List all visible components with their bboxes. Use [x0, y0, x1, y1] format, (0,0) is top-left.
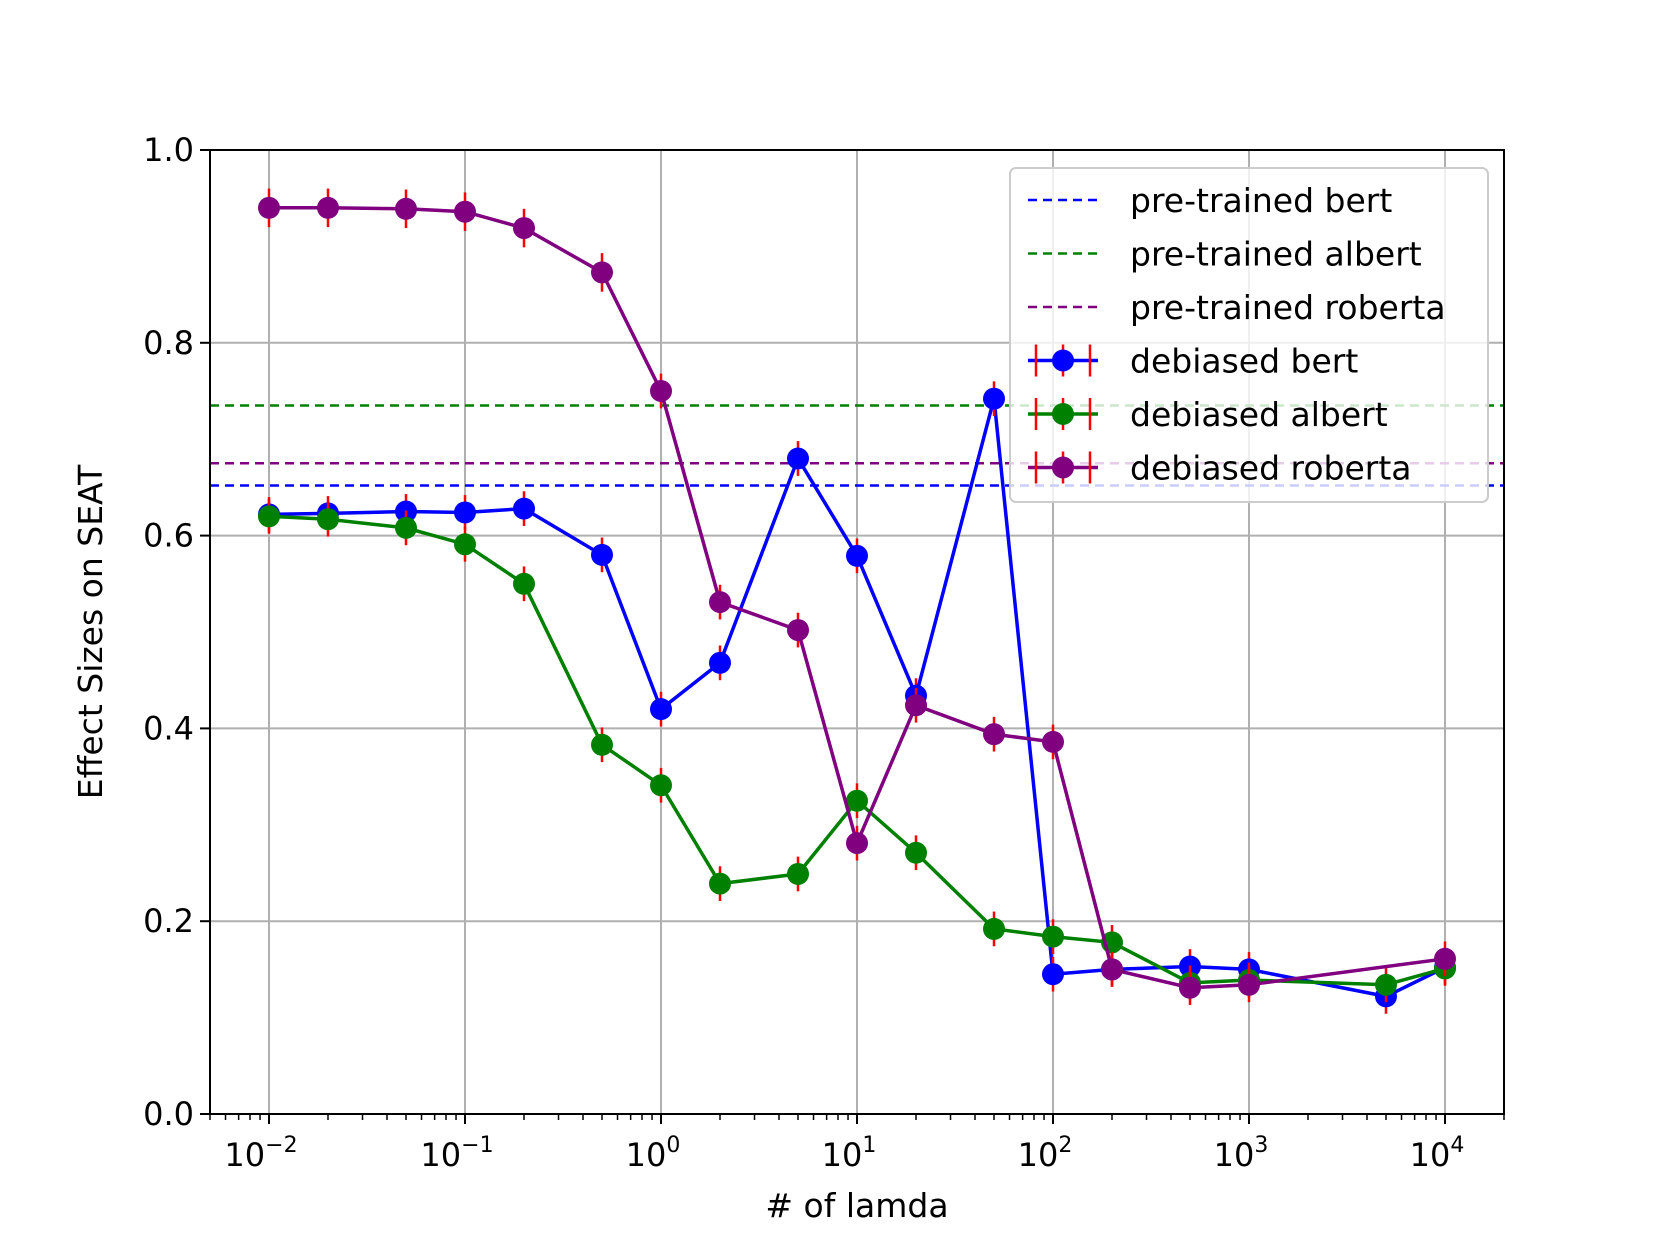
reference-lines	[210, 404, 1504, 487]
data-point	[650, 774, 673, 797]
y-tick-label: 0.6	[143, 517, 194, 555]
x-tick-label: 10−2	[224, 1133, 297, 1174]
data-point	[317, 508, 340, 531]
data-point	[590, 261, 613, 284]
data-point	[513, 572, 536, 595]
x-tick-label: 101	[822, 1133, 877, 1174]
legend-label: pre-trained albert	[1130, 235, 1422, 274]
data-point	[1101, 958, 1124, 981]
data-point	[317, 196, 340, 219]
data-point	[709, 591, 732, 614]
data-point	[905, 841, 928, 864]
data-point	[454, 200, 477, 223]
y-tick-label: 0.2	[143, 902, 194, 940]
legend-label: debiased roberta	[1130, 449, 1412, 488]
legend-label: debiased bert	[1130, 342, 1358, 381]
data-point	[1041, 730, 1064, 753]
data-point	[394, 197, 417, 220]
legend-label: pre-trained roberta	[1130, 288, 1446, 327]
data-point	[650, 380, 673, 402]
legend-label: pre-trained bert	[1130, 181, 1392, 220]
x-tick-label: 103	[1214, 1133, 1269, 1174]
ticks: 0.0 0.2 0.4 0.6 0.8 1.0 10−2 10−1 100 101 102 103 10…	[143, 131, 1505, 1174]
data-point	[786, 862, 809, 885]
legend-marker	[1052, 456, 1074, 479]
data-point	[1433, 947, 1456, 970]
data-point	[982, 723, 1005, 746]
series-layer	[258, 188, 1456, 1014]
data-point	[590, 543, 613, 566]
data-point	[590, 733, 613, 756]
x-tick-label: 102	[1018, 1133, 1073, 1174]
data-point	[1374, 973, 1397, 996]
data-point	[394, 516, 417, 539]
data-point	[982, 917, 1005, 940]
data-point	[258, 505, 281, 528]
data-point	[513, 497, 536, 520]
y-axis-label: Effect Sizes on SEAT	[71, 464, 110, 799]
data-point	[454, 533, 477, 556]
legend-box	[1009, 167, 1489, 503]
data-point	[513, 217, 536, 240]
data-point	[1237, 973, 1260, 996]
data-point	[846, 789, 868, 812]
legend-label: debiased albert	[1130, 395, 1388, 434]
legend-marker	[1052, 403, 1074, 425]
y-tick-label: 0.4	[143, 709, 194, 747]
x-tick-label: 100	[626, 1133, 681, 1174]
legend-marker	[1052, 349, 1074, 372]
data-point	[709, 651, 732, 674]
y-tick-label: 0.8	[143, 324, 194, 362]
x-axis-label: # of lamda	[765, 1186, 948, 1225]
x-tick-label: 10−1	[420, 1133, 493, 1174]
data-point	[650, 698, 673, 721]
data-point	[1178, 976, 1201, 999]
legend: pre-trained bert pre-trained albert pre-tr…	[1009, 167, 1489, 503]
x-tick-label: 104	[1410, 1133, 1465, 1174]
data-point	[846, 544, 868, 567]
data-point	[1041, 925, 1064, 948]
data-point	[982, 387, 1005, 410]
y-tick-label: 0.0	[143, 1095, 194, 1133]
data-point	[1041, 963, 1064, 986]
data-point	[846, 832, 868, 855]
data-point	[258, 196, 281, 219]
data-point	[709, 872, 732, 895]
y-tick-label: 1.0	[143, 131, 194, 169]
data-point	[905, 694, 928, 717]
data-point	[786, 447, 809, 470]
data-point	[454, 501, 477, 524]
data-point	[786, 619, 809, 642]
